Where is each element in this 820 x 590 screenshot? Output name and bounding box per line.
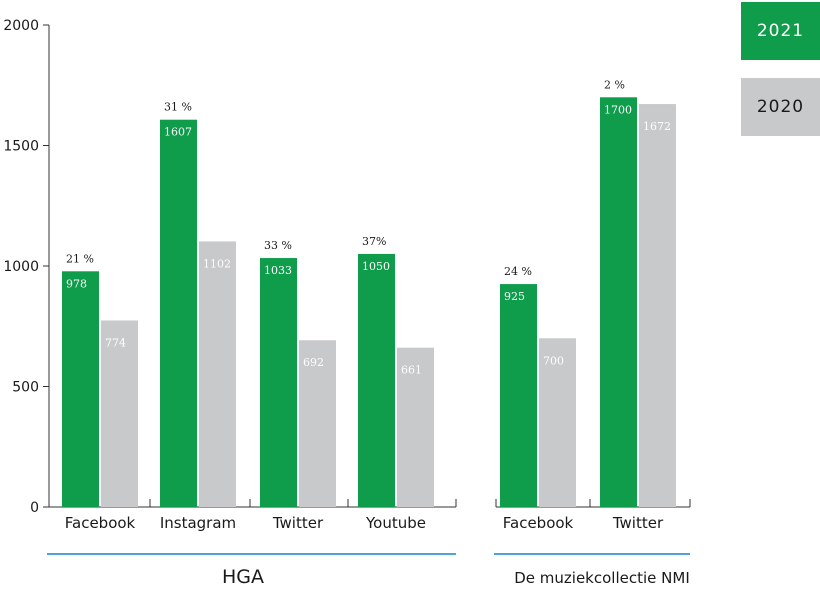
value-label-2021: 1050	[362, 260, 390, 273]
value-label-2021: 1700	[604, 103, 632, 116]
bar-2020	[199, 241, 236, 507]
bar-2020	[101, 320, 138, 507]
value-label-2020: 700	[543, 354, 564, 367]
legend-entry-2021: 2021	[741, 2, 820, 60]
y-tick-label: 500	[12, 380, 39, 396]
legend-label-2021: 2021	[756, 21, 805, 41]
change-label: 37%	[362, 235, 386, 248]
bar-2020	[299, 340, 336, 507]
value-label-2020: 661	[401, 364, 422, 377]
group-label: HGA	[222, 566, 264, 588]
bar-2021	[160, 119, 197, 507]
bar-2021	[600, 97, 637, 508]
category-label: Facebook	[503, 514, 574, 532]
bar-2021	[500, 284, 537, 507]
labels: 978 774 21 % Facebook 1607 1102 31 % Instagram 1…	[65, 78, 690, 588]
legend-label-2020: 2020	[756, 97, 805, 117]
value-label-2021: 978	[66, 277, 87, 290]
value-label-2021: 925	[504, 290, 525, 303]
change-label: 2 %	[604, 78, 625, 91]
value-label-2020: 774	[105, 336, 126, 349]
legend-entry-2020: 2020	[741, 78, 820, 136]
category-label: Youtube	[365, 514, 426, 532]
bar-2020	[397, 347, 434, 507]
category-label: Twitter	[612, 514, 664, 532]
bar-2021	[260, 258, 297, 507]
bar-2020	[539, 338, 576, 507]
value-label-2020: 1672	[643, 120, 671, 133]
group-label: De muziekcollectie NMI	[514, 569, 690, 587]
bar-2021	[358, 253, 395, 507]
value-label-2021: 1607	[164, 126, 192, 139]
change-label: 24 %	[504, 265, 532, 278]
y-tick-label: 0	[30, 500, 39, 516]
y-tick-label: 1000	[3, 259, 39, 275]
bars	[62, 97, 676, 508]
bar-2021	[62, 271, 99, 507]
change-label: 31 %	[164, 101, 192, 114]
category-label: Facebook	[65, 514, 136, 532]
value-label-2021: 1033	[264, 264, 292, 277]
value-label-2020: 692	[303, 356, 324, 369]
value-label-2020: 1102	[203, 257, 231, 270]
category-label: Instagram	[160, 514, 236, 532]
bar-2020	[639, 104, 676, 507]
y-tick-label: 2000	[3, 18, 39, 34]
change-label: 33 %	[264, 239, 292, 252]
y-tick-label: 1500	[3, 139, 39, 155]
change-label: 21 %	[66, 252, 94, 265]
category-label: Twitter	[272, 514, 324, 532]
